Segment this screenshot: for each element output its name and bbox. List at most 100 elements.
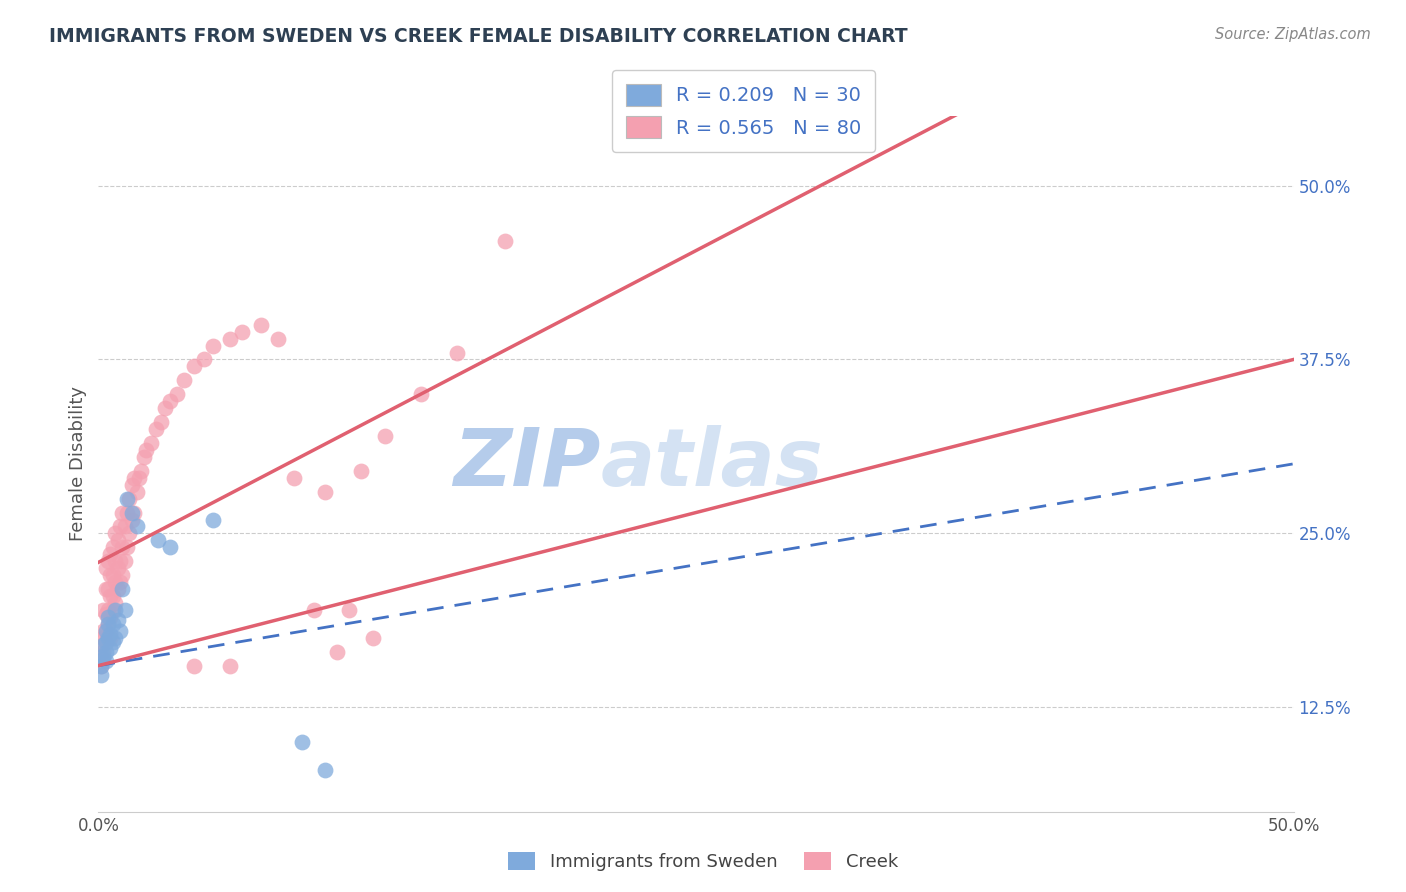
Point bbox=[374, 429, 396, 443]
Point bbox=[111, 568, 134, 582]
Point bbox=[98, 547, 122, 561]
Text: atlas: atlas bbox=[600, 425, 823, 503]
Legend: Immigrants from Sweden, Creek: Immigrants from Sweden, Creek bbox=[501, 845, 905, 879]
Point bbox=[101, 603, 124, 617]
Point bbox=[166, 387, 188, 401]
Point bbox=[135, 442, 157, 457]
Point bbox=[149, 415, 172, 429]
Point bbox=[90, 648, 112, 663]
Point bbox=[91, 631, 114, 645]
Point bbox=[363, 631, 385, 645]
Point bbox=[111, 541, 134, 555]
Point bbox=[108, 519, 131, 533]
Point bbox=[98, 631, 122, 645]
Point bbox=[145, 422, 167, 436]
Point bbox=[118, 491, 141, 506]
Point bbox=[411, 387, 433, 401]
Point bbox=[231, 325, 253, 339]
Point bbox=[101, 568, 124, 582]
Point bbox=[94, 624, 117, 638]
Point bbox=[121, 477, 143, 491]
Point bbox=[94, 635, 117, 649]
Point bbox=[91, 645, 114, 659]
Point bbox=[91, 648, 114, 663]
Point bbox=[114, 554, 136, 568]
Point bbox=[350, 464, 373, 478]
Point bbox=[283, 471, 305, 485]
Point bbox=[315, 763, 337, 777]
Point bbox=[494, 234, 516, 248]
Point bbox=[91, 651, 114, 665]
Point bbox=[115, 541, 138, 555]
Point bbox=[94, 645, 117, 659]
Point bbox=[101, 616, 124, 631]
Point bbox=[114, 519, 136, 533]
Point bbox=[173, 373, 195, 387]
Point bbox=[97, 616, 120, 631]
Point bbox=[339, 603, 361, 617]
Point bbox=[104, 526, 127, 541]
Point bbox=[94, 582, 117, 596]
Point bbox=[108, 624, 131, 638]
Point bbox=[94, 561, 117, 575]
Point bbox=[250, 318, 273, 332]
Point bbox=[315, 484, 337, 499]
Point bbox=[90, 668, 112, 682]
Point bbox=[97, 616, 120, 631]
Point bbox=[90, 658, 112, 673]
Point bbox=[202, 512, 225, 526]
Point bbox=[104, 554, 127, 568]
Point bbox=[107, 582, 129, 596]
Point bbox=[108, 554, 131, 568]
Point bbox=[111, 506, 134, 520]
Point bbox=[183, 658, 205, 673]
Point bbox=[104, 596, 127, 610]
Point bbox=[98, 626, 122, 640]
Point bbox=[159, 541, 181, 555]
Point bbox=[107, 533, 129, 548]
Legend: R = 0.209   N = 30, R = 0.565   N = 80: R = 0.209 N = 30, R = 0.565 N = 80 bbox=[612, 70, 876, 152]
Point bbox=[91, 624, 114, 638]
Point bbox=[219, 658, 242, 673]
Point bbox=[94, 624, 117, 638]
Point bbox=[446, 345, 468, 359]
Point bbox=[104, 575, 127, 590]
Point bbox=[97, 631, 120, 645]
Point bbox=[90, 638, 112, 652]
Point bbox=[107, 613, 129, 627]
Point bbox=[139, 436, 162, 450]
Point bbox=[148, 533, 170, 548]
Point bbox=[91, 638, 114, 652]
Point bbox=[97, 603, 120, 617]
Point bbox=[159, 394, 181, 409]
Point bbox=[121, 506, 143, 520]
Point bbox=[267, 332, 290, 346]
Point bbox=[98, 610, 122, 624]
Point bbox=[114, 603, 136, 617]
Point bbox=[97, 554, 120, 568]
Point bbox=[94, 607, 117, 621]
Point bbox=[107, 561, 129, 575]
Point bbox=[124, 471, 146, 485]
Text: Source: ZipAtlas.com: Source: ZipAtlas.com bbox=[1215, 27, 1371, 42]
Point bbox=[97, 582, 120, 596]
Point bbox=[104, 631, 127, 645]
Point bbox=[128, 471, 150, 485]
Point bbox=[91, 603, 114, 617]
Point bbox=[193, 352, 215, 367]
Text: ZIP: ZIP bbox=[453, 425, 600, 503]
Point bbox=[219, 332, 242, 346]
Point bbox=[108, 575, 131, 590]
Point bbox=[118, 526, 141, 541]
Point bbox=[101, 541, 124, 555]
Point bbox=[183, 359, 205, 374]
Point bbox=[101, 589, 124, 603]
Point bbox=[124, 506, 146, 520]
Point bbox=[125, 484, 148, 499]
Point bbox=[98, 568, 122, 582]
Point bbox=[115, 506, 138, 520]
Point bbox=[291, 735, 314, 749]
Point bbox=[98, 589, 122, 603]
Point bbox=[131, 464, 153, 478]
Point bbox=[302, 603, 325, 617]
